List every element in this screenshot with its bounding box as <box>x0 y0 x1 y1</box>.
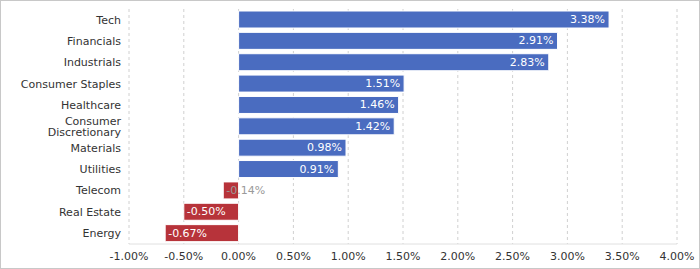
svg-text:0.50%: 0.50% <box>276 250 311 263</box>
svg-text:Energy: Energy <box>82 227 121 240</box>
svg-text:Industrials: Industrials <box>64 56 122 69</box>
svg-text:1.00%: 1.00% <box>331 250 366 263</box>
svg-text:-0.14%: -0.14% <box>226 184 265 197</box>
svg-text:Telecom: Telecom <box>75 184 121 197</box>
svg-text:2.00%: 2.00% <box>440 250 475 263</box>
svg-text:4.00%: 4.00% <box>660 250 692 263</box>
svg-text:Real Estate: Real Estate <box>59 206 121 219</box>
svg-text:Financials: Financials <box>67 35 121 48</box>
svg-text:3.50%: 3.50% <box>605 250 640 263</box>
svg-text:Materials: Materials <box>71 142 122 155</box>
svg-text:Healthcare: Healthcare <box>61 99 121 112</box>
svg-text:0.98%: 0.98% <box>307 141 342 154</box>
svg-text:1.50%: 1.50% <box>386 250 421 263</box>
svg-text:0.91%: 0.91% <box>299 163 334 176</box>
svg-text:1.51%: 1.51% <box>365 77 400 90</box>
svg-text:-0.67%: -0.67% <box>168 227 207 240</box>
svg-text:1.42%: 1.42% <box>355 120 390 133</box>
svg-text:-0.50%: -0.50% <box>164 250 203 263</box>
svg-text:-0.50%: -0.50% <box>187 205 226 218</box>
svg-text:-1.00%: -1.00% <box>110 250 149 263</box>
svg-text:ConsumerDiscretionary: ConsumerDiscretionary <box>48 115 122 139</box>
svg-text:2.91%: 2.91% <box>519 34 554 47</box>
svg-text:3.00%: 3.00% <box>550 250 585 263</box>
svg-text:Consumer Staples: Consumer Staples <box>21 78 121 91</box>
svg-text:2.83%: 2.83% <box>510 56 545 69</box>
svg-text:Tech: Tech <box>95 14 121 27</box>
svg-text:Utilities: Utilities <box>80 163 122 176</box>
svg-text:0.00%: 0.00% <box>221 250 256 263</box>
svg-text:2.50%: 2.50% <box>495 250 530 263</box>
svg-text:3.38%: 3.38% <box>570 13 605 26</box>
svg-text:1.46%: 1.46% <box>360 98 395 111</box>
